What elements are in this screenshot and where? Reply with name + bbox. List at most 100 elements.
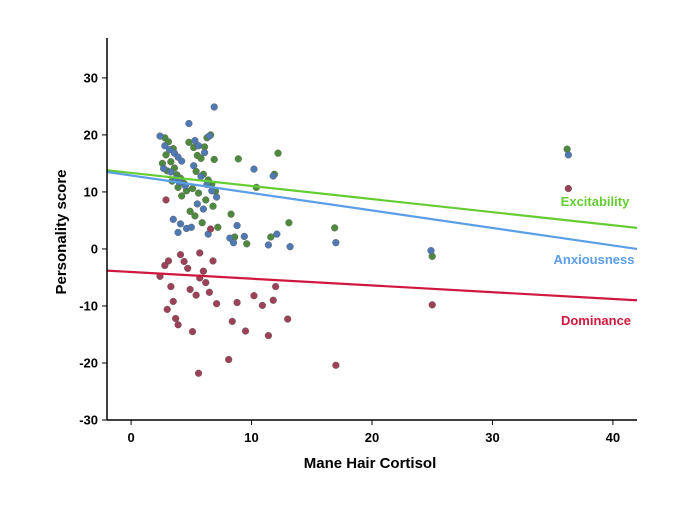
y-tick-label: 20: [84, 127, 98, 142]
excitability-point: [210, 155, 218, 164]
excitability-point: [167, 158, 175, 166]
anxiousness-point: [187, 223, 195, 231]
anxiousness-point: [193, 200, 201, 208]
dominance-point: [258, 301, 266, 310]
anxiousness-point: [169, 215, 177, 223]
excitability-point: [267, 233, 275, 241]
dominance-point: [241, 327, 250, 335]
anxiousness-point: [200, 149, 209, 157]
anxiousness-point: [269, 172, 277, 180]
dominance-point: [284, 315, 292, 323]
y-tick-label: -10: [79, 298, 98, 313]
excitability-fit-line: [106, 169, 638, 229]
axis-ticks: -30 -20 -10 0 10 20 30 0 10 20 30 40: [79, 70, 620, 445]
dominance-point: [186, 285, 194, 294]
excitability-point: [214, 223, 222, 231]
anxiousness-point: [185, 119, 193, 128]
anxiousness-point: [240, 232, 248, 241]
anxiousness-point: [178, 157, 186, 165]
dominance-point: [169, 297, 177, 306]
y-axis-title: Personality score: [53, 169, 70, 294]
anxiousness-point: [160, 164, 168, 173]
anxiousness-point: [194, 142, 203, 150]
y-tick-label: 10: [84, 184, 98, 199]
dominance-point: [199, 267, 207, 275]
anxiousness-point: [161, 142, 169, 150]
anxiousness-point: [427, 247, 435, 255]
dominance-point: [164, 257, 173, 265]
x-tick-label: 10: [244, 430, 258, 445]
x-tick-label: 0: [127, 430, 134, 445]
dominance-point: [228, 317, 236, 325]
anxiousness-point: [286, 243, 294, 251]
dominance-point: [162, 196, 170, 204]
excitability-point: [209, 202, 217, 210]
dominance-point: [192, 291, 200, 299]
dominance-point: [202, 278, 210, 287]
excitability-point: [243, 240, 251, 248]
anxiousness-point: [156, 132, 164, 140]
dominance-fit-line: [106, 269, 638, 302]
excitability-point: [202, 196, 210, 204]
excitability-point: [274, 149, 282, 157]
dominance-point: [213, 300, 221, 308]
excitability-point: [185, 138, 193, 146]
excitability-point: [191, 212, 199, 220]
anxiousness-point: [205, 132, 213, 140]
dominance-point: [205, 288, 213, 296]
dominance-point: [564, 184, 572, 193]
anxiousness-point: [176, 220, 185, 228]
y-tick-label: 0: [91, 241, 98, 256]
anxiousness-point: [210, 103, 218, 111]
dominance-point: [196, 249, 204, 257]
anxiousness-point: [332, 239, 340, 247]
dominance-point: [272, 282, 280, 291]
excitability-point: [186, 207, 194, 215]
excitability-point: [197, 154, 205, 162]
dominance-label: Dominance: [561, 313, 631, 328]
anxiousness-point: [174, 228, 182, 237]
anxiousness-point: [199, 205, 207, 213]
dominance-point: [225, 355, 233, 364]
dominance-point: [428, 301, 436, 309]
dominance-point: [172, 314, 180, 323]
dominance-point: [174, 321, 182, 329]
excitability-point: [331, 224, 339, 232]
anxiousness-point: [197, 172, 205, 181]
dominance-point: [264, 332, 273, 340]
anxiousness-point: [229, 239, 238, 247]
dominance-point: [250, 292, 258, 300]
dominance-point: [167, 282, 175, 291]
excitability-point: [188, 184, 197, 193]
excitability-point: [227, 210, 235, 218]
anxiousness-point: [250, 165, 258, 173]
anxiousness-point: [273, 230, 281, 238]
dominance-point: [209, 257, 217, 265]
excitability-point: [234, 155, 242, 163]
fit-lines: [106, 169, 638, 302]
y-tick-label: 30: [84, 70, 98, 85]
dominance-point: [180, 257, 188, 266]
dominance-point: [176, 251, 185, 259]
x-axis-title: Mane Hair Cortisol: [304, 455, 437, 472]
anxiousness-point: [213, 193, 221, 201]
dominance-point: [206, 225, 215, 233]
x-tick-label: 20: [365, 430, 379, 445]
y-tick-label: -20: [79, 355, 98, 370]
dominance-point: [332, 361, 340, 369]
y-tick-label: -30: [79, 413, 98, 428]
anxiousness-point: [190, 162, 198, 170]
anxiousness-point: [264, 241, 273, 249]
anxiousness-point: [167, 168, 175, 176]
data-points: [156, 103, 572, 377]
series-labels: Excitability Anxiousness Dominance: [554, 194, 635, 328]
anxiousness-label: Anxiousness: [554, 252, 635, 267]
excitability-point: [162, 151, 170, 159]
excitability-point: [178, 192, 186, 200]
dominance-point: [269, 296, 277, 304]
x-tick-label: 40: [606, 430, 620, 445]
dominance-point: [194, 369, 203, 377]
excitability-point: [285, 219, 293, 227]
excitability-label: Excitability: [561, 194, 630, 209]
anxiousness-fit-line: [106, 170, 638, 251]
